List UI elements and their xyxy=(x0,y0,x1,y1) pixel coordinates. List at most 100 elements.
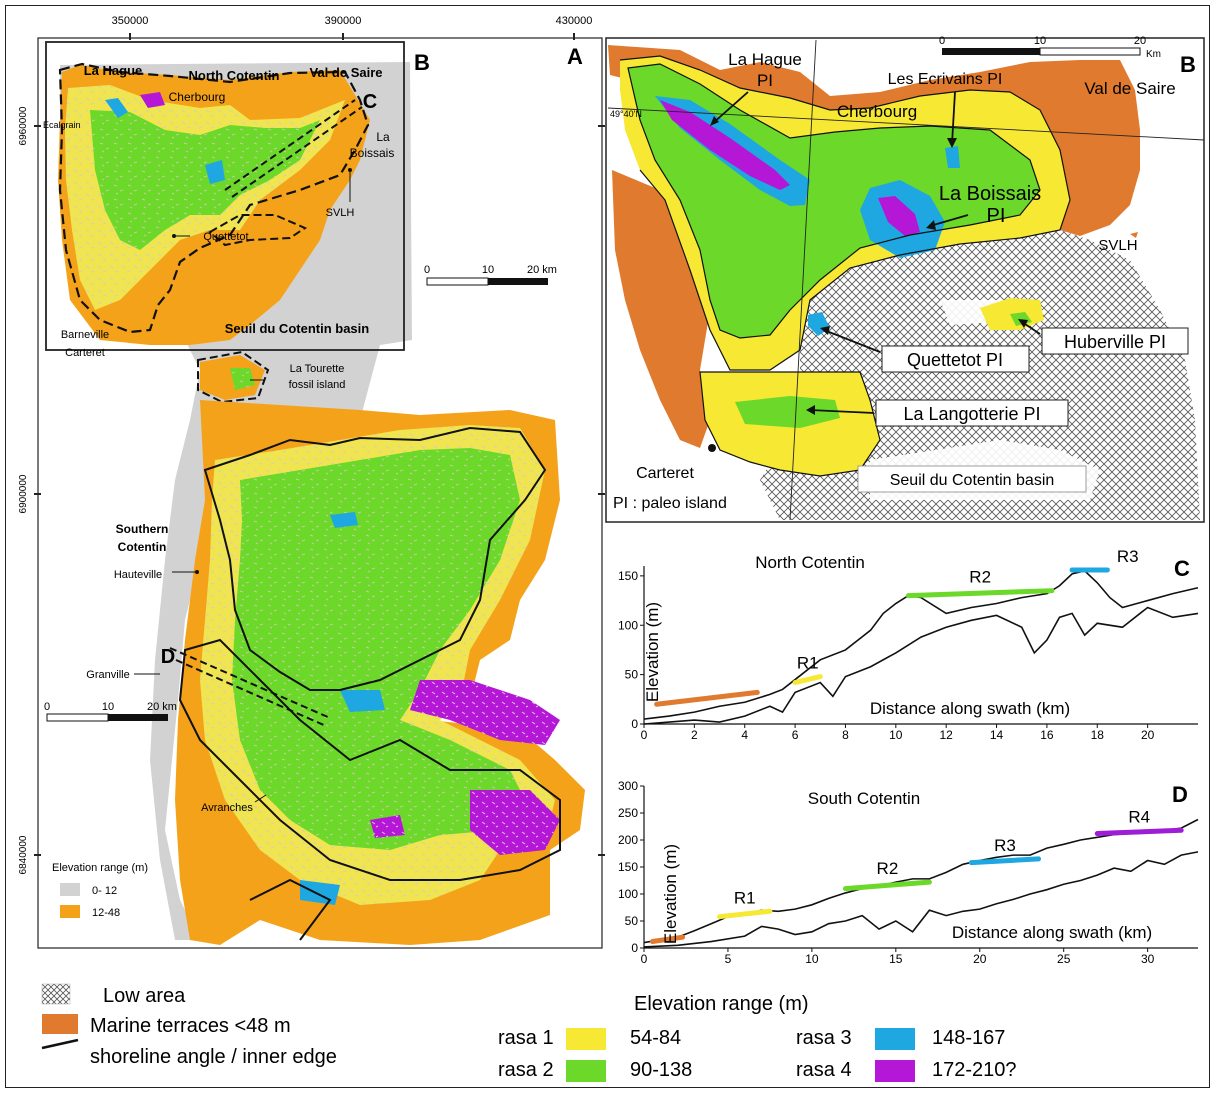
legend-rasa1-name: rasa 1 xyxy=(498,1027,554,1049)
shoreline-south-1 xyxy=(203,426,547,691)
chart-d-xtick-label: 0 xyxy=(641,952,648,966)
scale-top-0: 0 xyxy=(424,264,430,276)
coord-top-3: 430000 xyxy=(556,15,593,27)
panel-b-map: 0 10 20 Km B 49°40'N La Hague PI Les Ecr… xyxy=(605,35,1205,523)
chart-c-ytick-label: 150 xyxy=(618,569,638,583)
chart-c-xtick-label: 16 xyxy=(1040,728,1054,742)
label-avranches: Avranches xyxy=(201,802,253,814)
label-la-hague-pi-1: La Hague xyxy=(728,50,802,69)
label-la: La xyxy=(376,130,390,144)
inset-b-letter: B xyxy=(414,50,430,75)
chart-d-xtick-label: 10 xyxy=(805,952,819,966)
chart-d-ytick-label: 100 xyxy=(618,887,638,901)
legend-shoreline: shoreline angle / inner edge xyxy=(90,1046,337,1068)
chart-d-ytick-label: 200 xyxy=(618,833,638,847)
legend-rasa3-name: rasa 3 xyxy=(796,1027,852,1049)
long-line-b xyxy=(789,39,817,521)
scale-left-20: 20 km xyxy=(147,701,177,713)
chart-c-ytick-label: 50 xyxy=(625,668,639,682)
rasa4-hague-b xyxy=(660,100,790,190)
elevation-legend-a: Elevation range (m) 0- 12 12-48 xyxy=(52,862,148,919)
rasa4-boissais-b xyxy=(878,196,920,236)
chart-c-xtick-label: 6 xyxy=(792,728,799,742)
chart-d-xlabel: Distance along swath (km) xyxy=(952,923,1152,942)
profile-chart-c: 0 2 4 6 8 10 12 14 16 18 20 0 50 100 150 R1 R2 R3 North Co… xyxy=(618,545,1208,742)
chart-c-xtick-label: 12 xyxy=(940,728,954,742)
chart-d-rasa-segment xyxy=(717,908,773,920)
label-pi-note: PI : paleo island xyxy=(613,495,727,512)
chart-c-xtick-label: 20 xyxy=(1141,728,1155,742)
chart-d-ytick-label: 250 xyxy=(618,806,638,820)
label-granville: Granville xyxy=(86,669,129,681)
chart-c-rasa-segment xyxy=(654,689,760,707)
chart-c-xtick-label: 10 xyxy=(889,728,903,742)
coord-left-1: 6960000 xyxy=(18,106,29,145)
coord-left-2: 6900000 xyxy=(18,474,29,513)
chart-d-rasa-label-r2: R2 xyxy=(877,859,899,878)
scale-top-10: 10 xyxy=(482,264,494,276)
panel-b-letter: B xyxy=(1180,52,1196,77)
chart-d-rasa-label-r3: R3 xyxy=(994,836,1016,855)
la-tourette-outline xyxy=(197,350,270,404)
chart-d-rasa-segment xyxy=(1094,827,1184,837)
panel-a-map: 350000 390000 430000 6960000 6900000 684… xyxy=(18,15,605,949)
profile-c-line-2 xyxy=(231,106,363,198)
scale-b-10: 10 xyxy=(1034,35,1046,47)
chart-d-xtick-label: 5 xyxy=(725,952,732,966)
chart-d-ytick-label: 0 xyxy=(631,941,638,955)
chart-d-xtick-label: 25 xyxy=(1057,952,1071,966)
chart-c-xtick-label: 18 xyxy=(1091,728,1105,742)
chart-c-profile-min xyxy=(643,606,1199,725)
elev-swatch-0-12 xyxy=(60,883,80,896)
label-la-boissais-2: PI xyxy=(987,205,1006,227)
scale-b-20: 20 xyxy=(1134,35,1146,47)
scalebar-a-top: 0 10 20 km xyxy=(424,264,557,286)
legend-marine-terraces: Marine terraces <48 m xyxy=(90,1015,291,1037)
label-north-cotentin: North Cotentin xyxy=(189,68,280,83)
scalebar-a-left: 0 10 20 km xyxy=(44,701,177,722)
profile-d-line-1 xyxy=(169,647,331,719)
legend-swatch-low-area xyxy=(41,983,71,1005)
inset-b-box xyxy=(45,41,405,351)
profile-chart-d: 0 5 10 15 20 25 30050100150200250300R1R2R3R4So… xyxy=(618,779,1208,966)
chart-d-bg xyxy=(638,782,1208,950)
rasa3-ecrivains-b xyxy=(945,146,960,168)
chart-d-xtick-label: 15 xyxy=(889,952,903,966)
scale-b-unit: Km xyxy=(1146,49,1161,60)
chart-c-xtick-label: 2 xyxy=(691,728,698,742)
label-southern: Southern xyxy=(116,522,169,536)
legend-swatch-rasa2 xyxy=(566,1060,606,1082)
chart-c-xtick-label: 8 xyxy=(842,728,849,742)
north-rasa2-area xyxy=(90,110,320,250)
label-svlh-a: SVLH xyxy=(326,207,355,219)
legend-elev-title: Elevation range (m) xyxy=(634,993,809,1015)
label-cherbourg: Cherbourg xyxy=(169,90,226,104)
label-fossil-island: fossil island xyxy=(289,379,346,391)
chart-c-ytick-label: 100 xyxy=(618,618,638,632)
label-val-de-saire: Val de Saire xyxy=(310,65,383,80)
label-seuil-basin-b: Seuil du Cotentin basin xyxy=(890,472,1055,489)
label-quettetot-b: Quettetot PI xyxy=(907,350,1003,370)
profile-d-line-2 xyxy=(175,659,327,727)
label-quettetot-a: Quettetot xyxy=(203,231,248,243)
chart-c-xtick-label: 4 xyxy=(741,728,748,742)
label-barneville: Barneville xyxy=(61,329,109,341)
profile-c-line-1 xyxy=(224,99,356,191)
chart-d-rasa-label-r4: R4 xyxy=(1128,807,1150,826)
chart-d-rasa-label-r1: R1 xyxy=(734,888,756,907)
chart-c-panel-letter: C xyxy=(1174,556,1190,581)
chart-c-rasa-label-r3: R3 xyxy=(1117,547,1139,566)
chart-d-rasa-segment xyxy=(842,879,932,892)
profile-c-letter: C xyxy=(363,91,377,113)
legend-swatch-shoreline xyxy=(41,1038,79,1050)
chart-d-title: South Cotentin xyxy=(808,789,920,808)
scale-left-10: 10 xyxy=(102,701,114,713)
legend-rasa2-range: 90-138 xyxy=(630,1059,692,1081)
chart-d-ytick-label: 150 xyxy=(618,860,638,874)
elev-swatch-12-48 xyxy=(60,905,80,918)
figure-frame xyxy=(5,5,1210,1088)
label-la-hague-pi-2: PI xyxy=(757,71,773,90)
label-la-tourette: La Tourette xyxy=(290,363,345,375)
panel-a-letter: A xyxy=(567,44,583,69)
